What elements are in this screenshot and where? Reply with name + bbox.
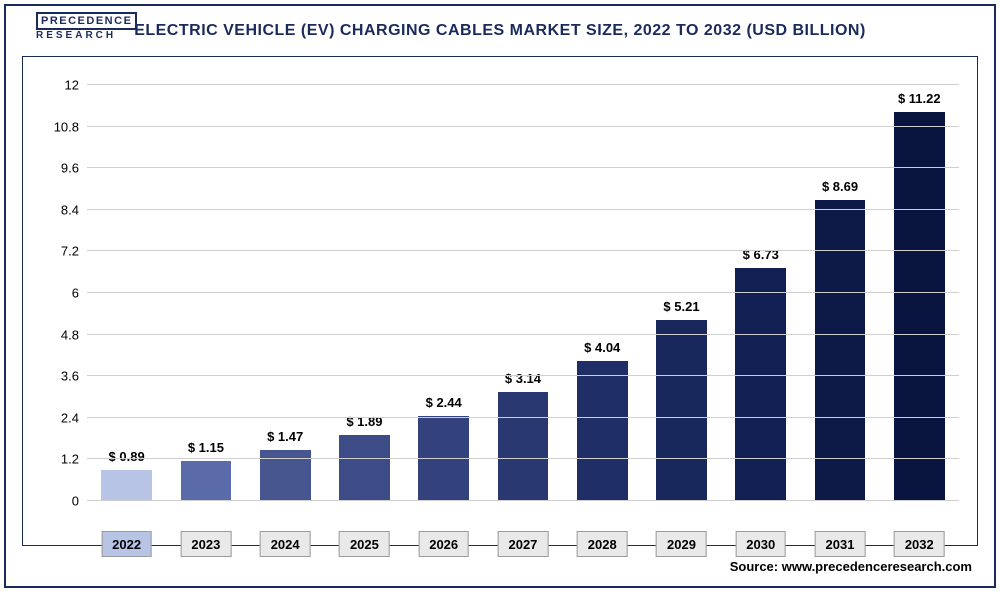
x-tick-label: 2031: [815, 531, 866, 557]
bars-container: $ 0.89 $ 1.15 $ 1.47 $ 1.89 $ 2.44 $ 3.14 $ 4.…: [87, 85, 959, 501]
bar-slot: $ 2.44: [404, 85, 483, 501]
bar-value-label: $ 11.22: [898, 91, 941, 106]
grid-line: [87, 126, 959, 127]
y-tick-label: 7.2: [39, 244, 79, 259]
grid-line: [87, 209, 959, 210]
x-tick-label: 2025: [339, 531, 390, 557]
y-tick-label: 9.6: [39, 161, 79, 176]
bar: $ 0.89: [101, 470, 152, 501]
plot-area: $ 0.89 $ 1.15 $ 1.47 $ 1.89 $ 2.44 $ 3.14 $ 4.…: [87, 85, 959, 501]
bar: $ 8.69: [815, 200, 866, 501]
grid-line: [87, 250, 959, 251]
grid-line: [87, 292, 959, 293]
x-tick-label: 2028: [577, 531, 628, 557]
x-tick-label: 2022: [101, 531, 152, 557]
grid-line: [87, 458, 959, 459]
x-tick-label: 2029: [656, 531, 707, 557]
bar-slot: $ 1.89: [325, 85, 404, 501]
grid-line: [87, 375, 959, 376]
x-tick-label: 2026: [418, 531, 469, 557]
bar: $ 1.15: [181, 461, 232, 501]
grid-line: [87, 84, 959, 85]
bar: $ 11.22: [894, 112, 945, 501]
bar: $ 1.89: [339, 435, 390, 501]
x-tick-label: 2030: [735, 531, 786, 557]
bar-slot: $ 11.22: [880, 85, 959, 501]
chart-title: ELECTRIC VEHICLE (EV) CHARGING CABLES MA…: [0, 22, 1000, 40]
y-tick-label: 10.8: [39, 119, 79, 134]
bar: $ 5.21: [656, 320, 707, 501]
grid-line: [87, 500, 959, 501]
bar-slot: $ 6.73: [721, 85, 800, 501]
bar-slot: $ 5.21: [642, 85, 721, 501]
bar-slot: $ 1.47: [246, 85, 325, 501]
x-tick-label: 2032: [894, 531, 945, 557]
bar-slot: $ 0.89: [87, 85, 166, 501]
y-tick-label: 4.8: [39, 327, 79, 342]
bar-value-label: $ 6.73: [743, 247, 779, 262]
source-text: Source: www.precedenceresearch.com: [730, 559, 972, 574]
x-tick-label: 2023: [181, 531, 232, 557]
bar-slot: $ 1.15: [166, 85, 245, 501]
bar-value-label: $ 8.69: [822, 179, 858, 194]
bar-value-label: $ 4.04: [584, 340, 620, 355]
chart-frame: $ 0.89 $ 1.15 $ 1.47 $ 1.89 $ 2.44 $ 3.14 $ 4.…: [22, 56, 978, 546]
y-tick-label: 3.6: [39, 369, 79, 384]
bar: $ 6.73: [735, 268, 786, 501]
bar-slot: $ 3.14: [483, 85, 562, 501]
bar-slot: $ 8.69: [800, 85, 879, 501]
bar-slot: $ 4.04: [563, 85, 642, 501]
grid-line: [87, 167, 959, 168]
bar-value-label: $ 0.89: [109, 449, 145, 464]
bar-value-label: $ 5.21: [663, 299, 699, 314]
y-tick-label: 12: [39, 78, 79, 93]
y-tick-label: 0: [39, 494, 79, 509]
y-tick-label: 1.2: [39, 452, 79, 467]
y-tick-label: 8.4: [39, 202, 79, 217]
bar-value-label: $ 1.15: [188, 440, 224, 455]
x-tick-label: 2027: [498, 531, 549, 557]
x-tick-label: 2024: [260, 531, 311, 557]
bar-value-label: $ 2.44: [426, 395, 462, 410]
grid-line: [87, 417, 959, 418]
bar-value-label: $ 3.14: [505, 371, 541, 386]
y-tick-label: 6: [39, 286, 79, 301]
bar: $ 4.04: [577, 361, 628, 501]
bar-value-label: $ 1.47: [267, 429, 303, 444]
y-tick-label: 2.4: [39, 410, 79, 425]
bar: $ 3.14: [498, 392, 549, 501]
grid-line: [87, 334, 959, 335]
